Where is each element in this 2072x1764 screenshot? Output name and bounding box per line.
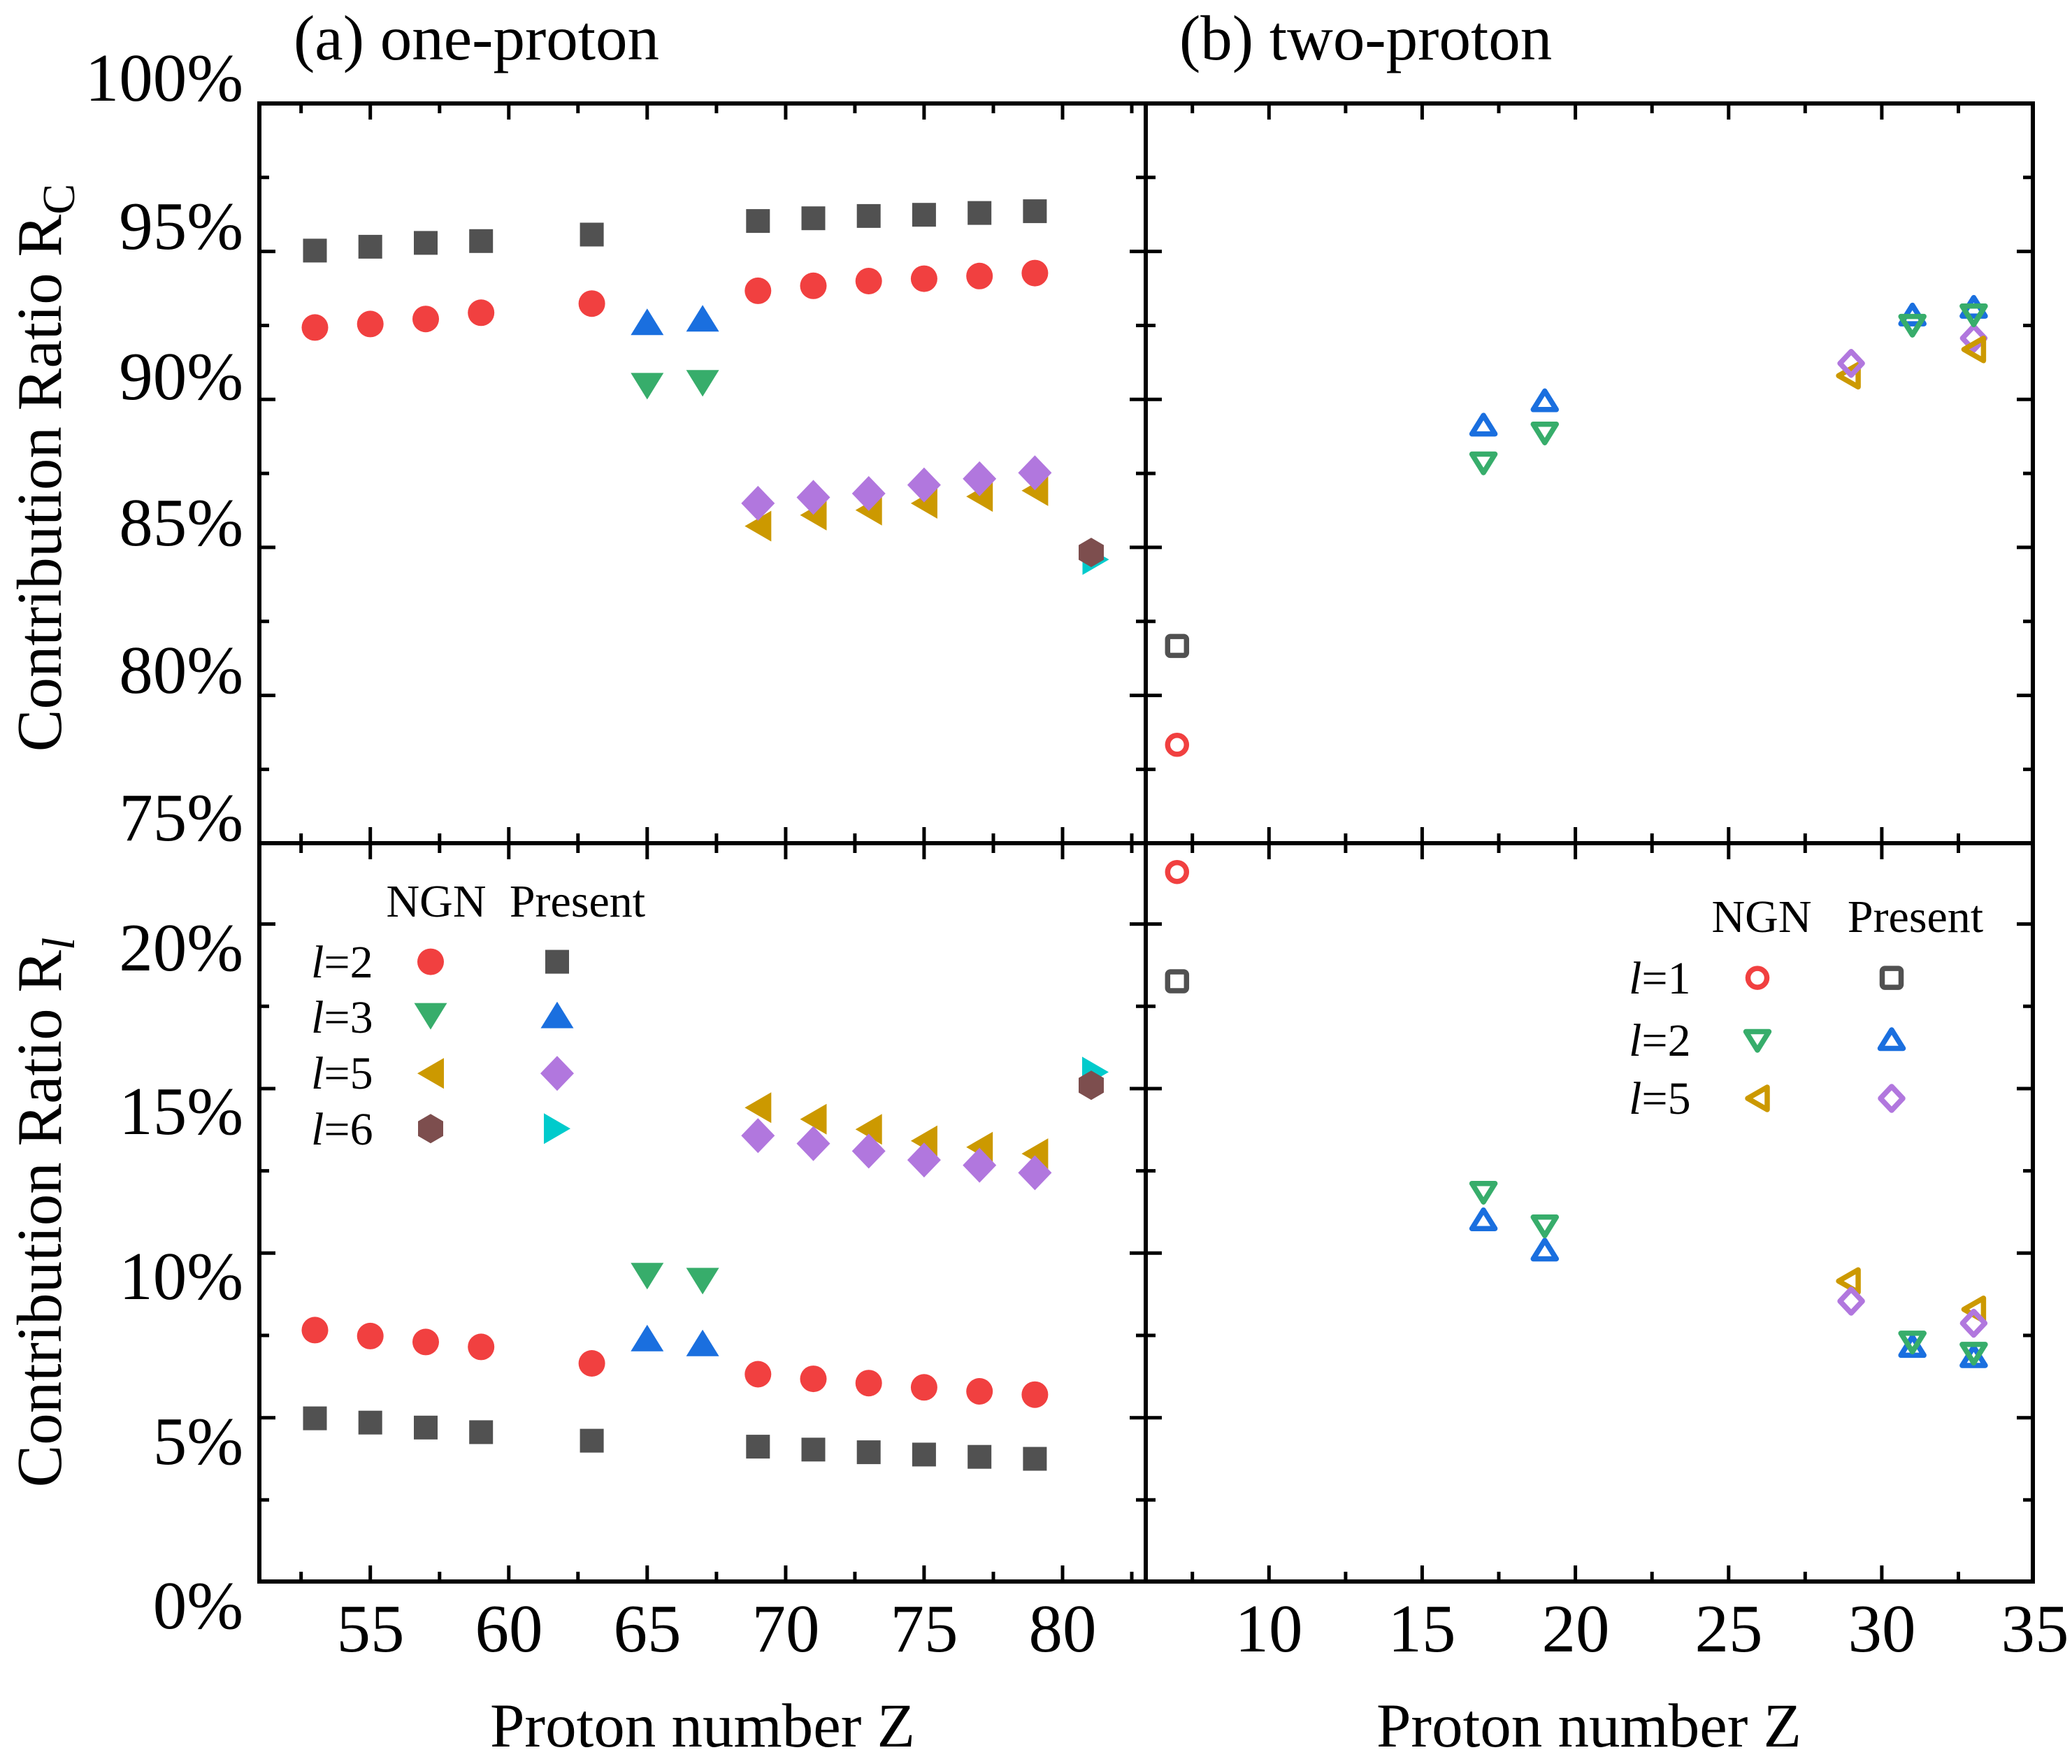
svg-text:75: 75: [891, 1591, 958, 1666]
svg-text:90%: 90%: [119, 339, 243, 414]
svg-text:l=6: l=6: [311, 1104, 373, 1155]
svg-text:35: 35: [2001, 1591, 2069, 1666]
svg-text:l=2: l=2: [311, 937, 373, 988]
svg-text:l=3: l=3: [311, 992, 373, 1043]
svg-text:100%: 100%: [85, 41, 243, 115]
svg-text:15%: 15%: [119, 1074, 243, 1149]
svg-text:(b) two-proton: (b) two-proton: [1179, 3, 1552, 73]
svg-text:Contribution Ratio RC: Contribution Ratio RC: [4, 184, 85, 752]
svg-text:Present: Present: [1848, 891, 1983, 942]
svg-text:NGN: NGN: [1712, 891, 1812, 942]
svg-text:5%: 5%: [153, 1404, 243, 1479]
svg-text:55: 55: [337, 1591, 405, 1666]
svg-text:80: 80: [1029, 1591, 1097, 1666]
svg-text:95%: 95%: [119, 189, 243, 264]
svg-text:30: 30: [1848, 1591, 1916, 1666]
svg-text:70: 70: [752, 1591, 820, 1666]
svg-text:l=1: l=1: [1629, 953, 1691, 1004]
svg-text:Contribution Ratio Rl: Contribution Ratio Rl: [4, 938, 85, 1488]
svg-text:10%: 10%: [119, 1239, 243, 1314]
svg-text:65: 65: [614, 1591, 682, 1666]
svg-text:Proton number Z: Proton number Z: [1376, 1692, 1801, 1761]
svg-text:Proton number Z: Proton number Z: [490, 1692, 915, 1761]
svg-text:l=5: l=5: [1629, 1073, 1691, 1124]
svg-text:80%: 80%: [119, 633, 243, 708]
svg-text:25: 25: [1695, 1591, 1763, 1666]
svg-text:(a) one-proton: (a) one-proton: [294, 3, 659, 73]
svg-text:0%: 0%: [153, 1568, 243, 1643]
svg-text:l=5: l=5: [311, 1048, 373, 1099]
svg-text:75%: 75%: [119, 780, 243, 855]
svg-text:NGN: NGN: [387, 876, 487, 927]
svg-text:20: 20: [1542, 1591, 1610, 1666]
svg-text:10: 10: [1235, 1591, 1303, 1666]
svg-text:60: 60: [475, 1591, 543, 1666]
svg-text:20%: 20%: [119, 910, 243, 985]
svg-text:Present: Present: [510, 876, 645, 927]
svg-text:15: 15: [1388, 1591, 1456, 1666]
svg-text:85%: 85%: [119, 485, 243, 560]
svg-text:l=2: l=2: [1629, 1015, 1691, 1066]
